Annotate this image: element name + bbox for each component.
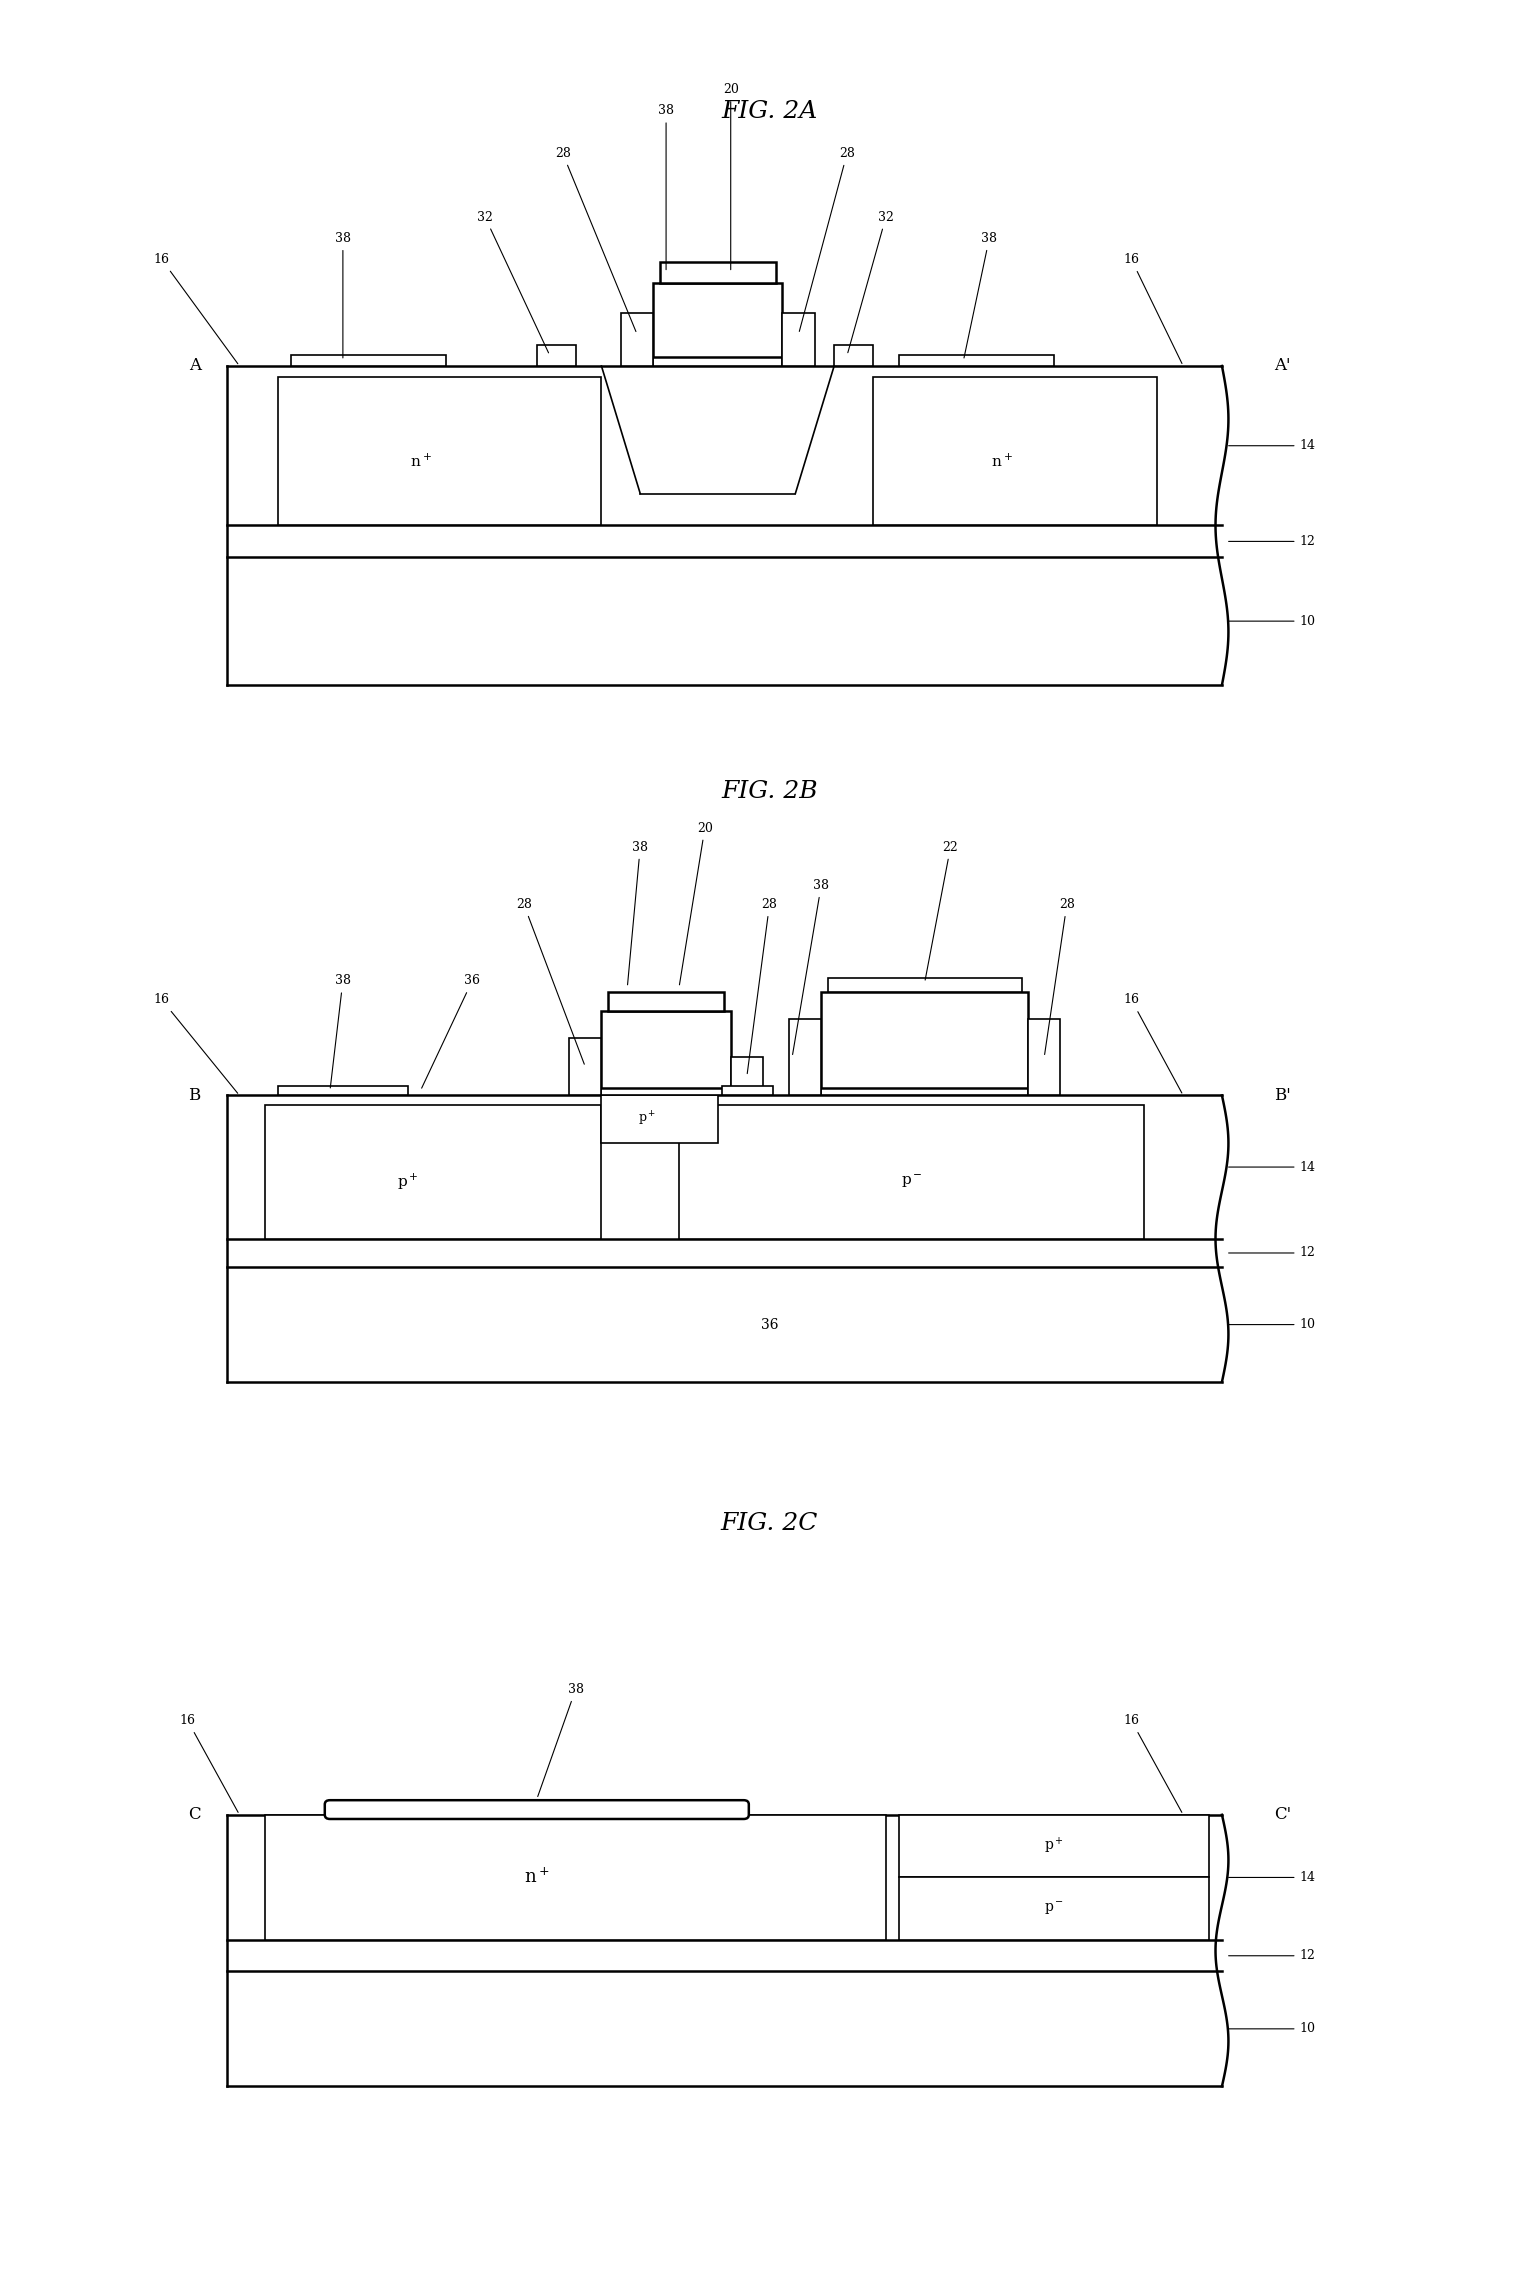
Text: p$^-$: p$^-$ [900, 1173, 922, 1189]
Text: 28: 28 [748, 898, 777, 1073]
Bar [790, 1018, 822, 1096]
Text: 12: 12 [1228, 1246, 1316, 1260]
Text: 10: 10 [1228, 1319, 1316, 1330]
Bar [722, 1087, 774, 1096]
Text: 12: 12 [1228, 1950, 1316, 1961]
Bar [899, 1877, 1210, 1941]
Text: 14: 14 [1228, 1870, 1316, 1884]
Text: 38: 38 [336, 232, 351, 358]
Text: A': A' [1274, 358, 1290, 374]
Text: 32: 32 [848, 210, 894, 353]
Bar [731, 1057, 763, 1096]
Text: p$^+$: p$^+$ [1043, 1836, 1063, 1857]
Bar [291, 355, 446, 367]
Text: 20: 20 [679, 822, 713, 984]
Text: B: B [188, 1087, 200, 1105]
FancyBboxPatch shape [325, 1800, 749, 1818]
Text: 14: 14 [1228, 1160, 1316, 1173]
Text: n$^+$: n$^+$ [525, 1868, 549, 1886]
Text: 38: 38 [537, 1683, 583, 1797]
Text: 16: 16 [1123, 993, 1182, 1093]
Text: 16: 16 [1123, 253, 1182, 364]
Text: p$^+$: p$^+$ [637, 1109, 656, 1128]
Text: FIG. 2B: FIG. 2B [722, 781, 817, 804]
Bar [782, 312, 814, 367]
Text: 28: 28 [1045, 898, 1074, 1055]
Text: 38: 38 [963, 232, 997, 358]
Text: 36: 36 [760, 1317, 779, 1333]
Text: 16: 16 [1123, 1715, 1182, 1813]
Bar [822, 1089, 1028, 1096]
Bar [265, 1105, 602, 1239]
Bar [899, 1816, 1210, 1877]
Text: p$^-$: p$^-$ [1043, 1900, 1063, 1918]
Text: FIG. 2A: FIG. 2A [722, 100, 817, 123]
Bar [653, 358, 782, 367]
Text: 14: 14 [1228, 440, 1316, 453]
Bar [1028, 1018, 1060, 1096]
Bar [602, 1011, 731, 1089]
Text: 32: 32 [477, 210, 548, 353]
Text: 28: 28 [554, 146, 636, 333]
Bar [265, 1816, 886, 1941]
Text: 22: 22 [925, 841, 959, 980]
Text: 16: 16 [180, 1715, 239, 1813]
Text: 12: 12 [1228, 535, 1316, 549]
Text: 38: 38 [331, 975, 351, 1089]
Text: B': B' [1274, 1087, 1290, 1105]
Bar [569, 1039, 602, 1096]
Bar [873, 376, 1157, 526]
Text: 16: 16 [154, 253, 239, 364]
Text: 38: 38 [628, 841, 648, 984]
Text: 16: 16 [154, 993, 237, 1093]
Text: A: A [189, 358, 200, 374]
Bar [279, 1087, 408, 1096]
Bar [822, 993, 1028, 1089]
Bar [828, 977, 1022, 993]
Bar [620, 312, 653, 367]
Bar [608, 993, 725, 1011]
Bar [834, 344, 873, 367]
Text: 10: 10 [1228, 615, 1316, 629]
Text: 28: 28 [516, 898, 585, 1064]
Text: C: C [188, 1806, 200, 1822]
Bar [679, 1105, 1145, 1239]
Text: n$^+$: n$^+$ [409, 453, 431, 469]
Bar [602, 1089, 731, 1096]
Bar [899, 355, 1054, 367]
Bar [279, 376, 602, 526]
Bar [602, 1096, 717, 1144]
Text: 38: 38 [793, 879, 830, 1055]
Text: 20: 20 [723, 82, 739, 269]
Bar [653, 282, 782, 358]
Text: 36: 36 [422, 975, 480, 1089]
Text: 28: 28 [799, 146, 856, 330]
Bar [660, 262, 776, 282]
Text: p$^+$: p$^+$ [397, 1171, 419, 1191]
Text: FIG. 2C: FIG. 2C [720, 1513, 819, 1535]
Text: 38: 38 [659, 105, 674, 269]
Text: 10: 10 [1228, 2023, 1316, 2034]
Text: C': C' [1274, 1806, 1291, 1822]
Text: n$^+$: n$^+$ [991, 453, 1013, 469]
Bar [537, 344, 576, 367]
